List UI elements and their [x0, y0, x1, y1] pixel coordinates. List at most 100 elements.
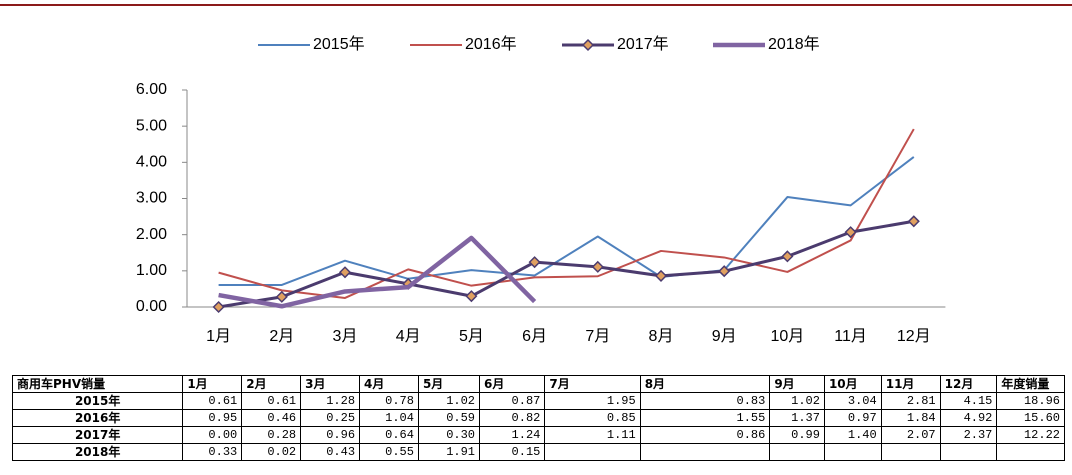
marker: [465, 290, 478, 303]
table-cell: 5月: [417, 375, 481, 393]
series-line: [218, 156, 915, 286]
table-cell: 2017年: [11, 426, 184, 444]
table-cell: 10月: [823, 375, 882, 393]
table-cell: 0.59: [417, 409, 481, 427]
y-tick-label: 3.00: [136, 190, 167, 207]
legend-label: 2015年: [313, 35, 365, 53]
table-cell: 1.95: [544, 392, 641, 410]
series-line: [218, 128, 915, 299]
table-cell: 9月: [769, 375, 825, 393]
table-cell: 0.64: [359, 426, 419, 444]
table-cell: [996, 443, 1065, 461]
table-cell: 7月: [544, 375, 641, 393]
table-cell: 0.61: [182, 392, 243, 410]
legend-label: 2017年: [617, 35, 669, 53]
table-cell: 1.37: [769, 409, 825, 427]
table-cell: 0.00: [182, 426, 243, 444]
x-tick-label: 10月: [770, 328, 804, 345]
table-cell: [823, 443, 882, 461]
x-tick-label: 6月: [522, 328, 547, 345]
table-cell: 1.40: [823, 426, 882, 444]
x-tick-label: 12月: [897, 328, 931, 345]
marker: [275, 290, 288, 303]
table-cell: 2.07: [880, 426, 941, 444]
table-cell: 0.55: [359, 443, 419, 461]
table-cell: [639, 443, 771, 461]
legend-marker: [581, 38, 595, 52]
table-cell: 0.25: [300, 409, 361, 427]
table-cell: [544, 443, 641, 461]
table-cell: 1.55: [639, 409, 771, 427]
table-row: 2015年 0.61 0.61 1.28 0.78 1.02 0.87 1.95 0.83 1.0…: [11, 392, 1065, 410]
marker: [528, 256, 541, 269]
marker: [654, 269, 668, 282]
table-cell: 6月: [479, 375, 546, 393]
table-cell: 2016年: [11, 409, 184, 427]
marker: [781, 250, 794, 263]
table-cell: 4.92: [939, 409, 998, 427]
table-cell: 1.28: [300, 392, 361, 410]
table-cell: 0.87: [479, 392, 546, 410]
x-tick-label: 3月: [333, 328, 358, 345]
table-cell: 15.60: [996, 409, 1065, 427]
table-cell: 12.22: [996, 426, 1065, 444]
table-cell: 0.85: [544, 409, 641, 427]
table-cell: 1.11: [544, 426, 641, 444]
marker: [212, 300, 225, 314]
table-cell: 0.97: [823, 409, 882, 427]
x-tick-label: 5月: [459, 328, 484, 345]
table-cell: 8月: [639, 375, 771, 393]
table-cell: 3月: [300, 375, 361, 393]
table-cell: 0.95: [182, 409, 243, 427]
table-cell: 2月: [241, 375, 302, 393]
marker: [591, 260, 604, 273]
table-cell: 12月: [939, 375, 998, 393]
table-row: 2018年 0.33 0.02 0.43 0.55 1.91 0.15: [11, 443, 1065, 461]
y-tick-label: 5.00: [136, 117, 167, 134]
legend-label: 2016年: [465, 35, 517, 53]
table-cell: 0.61: [241, 392, 302, 410]
table-row: 2017年 0.00 0.28 0.96 0.64 0.30 1.24 1.11 0.86 0.9…: [11, 426, 1065, 444]
table-cell: 11月: [880, 375, 941, 393]
table-cell: 0.43: [300, 443, 361, 461]
table-cell: 商用车PHV销量: [11, 375, 184, 393]
series-line: [218, 235, 537, 309]
table-cell: 0.96: [300, 426, 361, 444]
table-cell: 1.91: [417, 443, 481, 461]
series-line: [218, 219, 915, 309]
x-tick-label: 9月: [712, 328, 737, 345]
table-cell: 2.81: [880, 392, 941, 410]
x-tick-label: 1月: [206, 328, 231, 345]
marker: [338, 266, 352, 279]
table-cell: 0.99: [769, 426, 825, 444]
table-cell: 4月: [359, 375, 419, 393]
marker: [718, 265, 731, 278]
table-row: 2016年 0.95 0.46 0.25 1.04 0.59 0.82 0.85 1.55 1.3…: [11, 409, 1065, 427]
table-cell: 年度销量: [996, 375, 1065, 393]
y-tick-label: 6.00: [136, 81, 167, 98]
table-cell: 1.04: [359, 409, 419, 427]
table-cell: 4.15: [939, 392, 998, 410]
table-cell: 3.04: [823, 392, 882, 410]
x-tick-label: 7月: [585, 328, 610, 345]
x-tick-label: 4月: [396, 328, 421, 345]
table-cell: 18.96: [996, 392, 1065, 410]
table-cell: 0.33: [182, 443, 243, 461]
table-cell: 0.02: [241, 443, 302, 461]
table-cell: 0.46: [241, 409, 302, 427]
y-tick-label: 1.00: [136, 262, 167, 279]
chart: 0.00 1.00 2.00 3.00 4.00 5.00 6.00 1月 2月 3月 4月 5月 6月…: [0, 4, 1072, 345]
legend-label: 2018年: [768, 35, 820, 53]
table-cell: 0.83: [639, 392, 771, 410]
table-cell: 0.78: [359, 392, 419, 410]
x-tick-label: 2月: [269, 328, 294, 345]
x-tick-label: 11月: [834, 328, 867, 345]
y-tick-label: 2.00: [136, 226, 167, 243]
y-tick-label: 4.00: [136, 154, 167, 171]
table-cell: 2018年: [11, 443, 184, 461]
table-cell: 2015年: [11, 392, 184, 410]
table-cell: 0.15: [479, 443, 546, 461]
table-cell: 0.28: [241, 426, 302, 444]
table-cell: 1.02: [769, 392, 825, 410]
